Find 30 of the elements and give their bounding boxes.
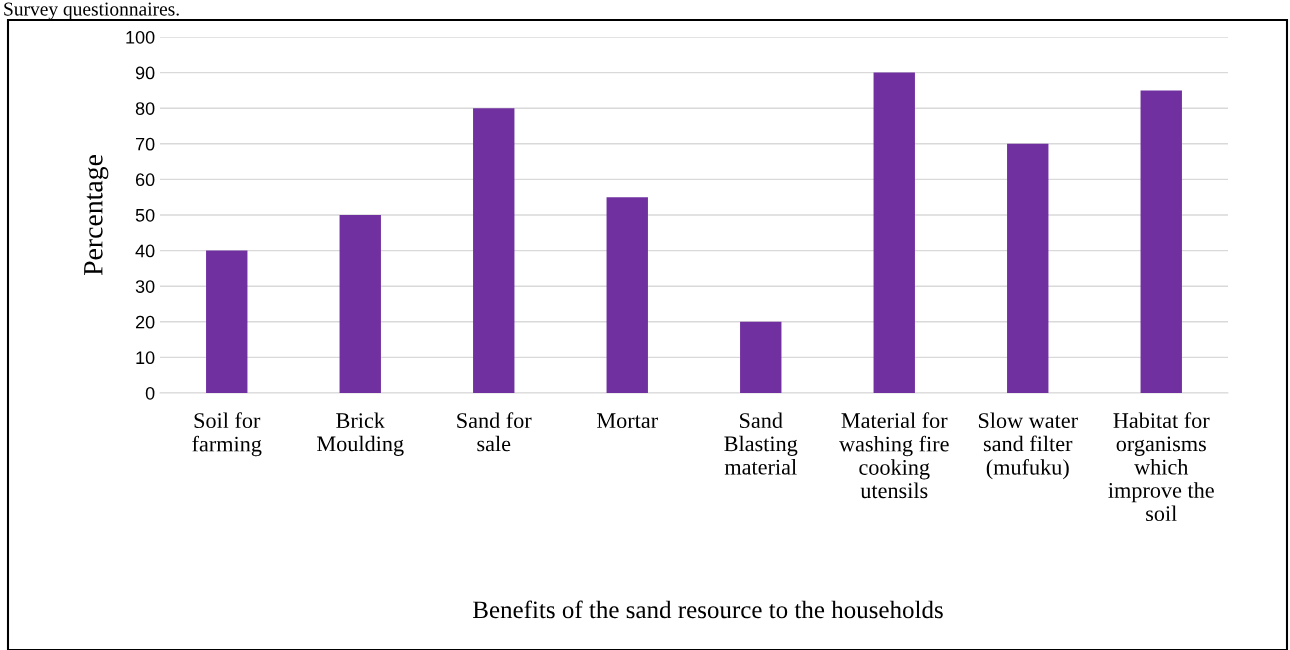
y-tick-label: 10 bbox=[136, 351, 155, 365]
x-tick-label: Soil for farming bbox=[192, 412, 262, 457]
x-tick-label: Sand for sale bbox=[457, 412, 532, 452]
bar bbox=[873, 72, 915, 393]
x-tick-label: Slow water sand filter (mufuku) bbox=[978, 412, 1078, 480]
bar bbox=[740, 321, 782, 393]
y-tick-label: 90 bbox=[135, 66, 155, 80]
y-tick-label: 20 bbox=[135, 315, 155, 329]
x-axis-title: Benefits of the sand resource to the households bbox=[473, 600, 943, 619]
text: Survey questionnaires. bbox=[4, 2, 179, 20]
bar bbox=[206, 250, 248, 393]
y-tick-label: 30 bbox=[135, 280, 155, 293]
x-tick-label: Brick Moulding bbox=[317, 412, 404, 456]
bar bbox=[473, 108, 515, 393]
x-tick-label: Mortar bbox=[597, 413, 658, 429]
y-tick-label: 50 bbox=[135, 208, 155, 222]
bar bbox=[339, 215, 381, 393]
x-tick-label: Habitat for organisms which improve the soil bbox=[1108, 412, 1214, 522]
y-tick-label: 100 bbox=[126, 30, 155, 44]
y-tick-label: 80 bbox=[135, 102, 155, 115]
bar bbox=[1140, 90, 1182, 393]
y-axis-title: Percentage bbox=[84, 155, 109, 276]
x-tick-label: Material for washing fire cooking utensils bbox=[839, 412, 949, 499]
x-tick-label: Sand Blasting material bbox=[724, 412, 798, 475]
bar bbox=[606, 197, 648, 393]
y-tick-label: 0 bbox=[145, 386, 155, 400]
bar bbox=[1007, 143, 1049, 393]
y-tick-label: 70 bbox=[135, 137, 155, 151]
y-tick-label: 60 bbox=[135, 173, 155, 187]
y-tick-label: 40 bbox=[135, 244, 155, 258]
